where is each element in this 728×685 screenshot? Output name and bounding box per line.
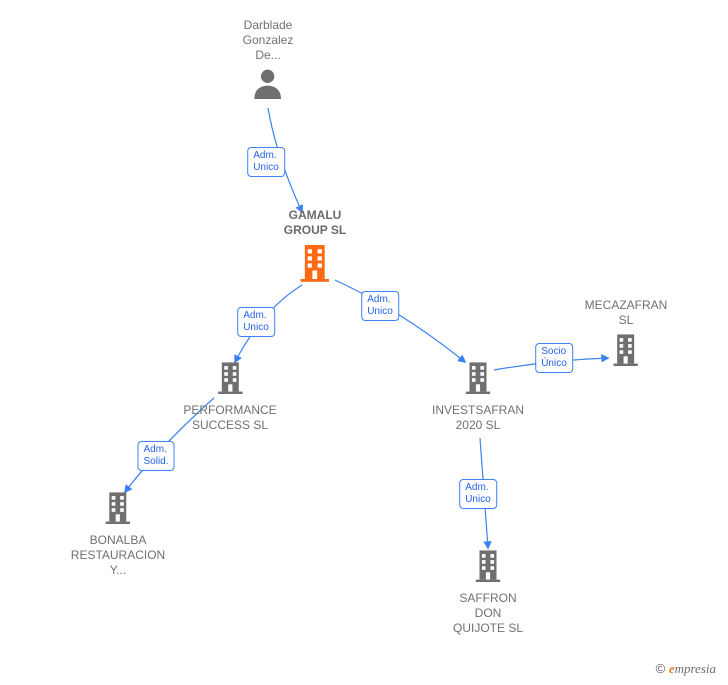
building-icon-holder (432, 360, 524, 399)
node-bonalba[interactable]: BONALBA RESTAURACION Y... (71, 490, 165, 578)
building-icon (463, 360, 493, 394)
building-icon (611, 332, 641, 366)
node-label: Darblade Gonzalez De... (243, 18, 294, 63)
edge-gamalu-investsafran (335, 280, 465, 362)
edge-label-text: Adm. Unico (243, 310, 269, 333)
person-icon-holder (243, 67, 294, 104)
node-performance[interactable]: PERFORMANCE SUCCESS SL (183, 360, 276, 433)
node-saffron[interactable]: SAFFRON DON QUIJOTE SL (453, 548, 523, 636)
node-mecazafran[interactable]: MECAZAFRAN SL (585, 298, 668, 371)
node-label: SAFFRON DON QUIJOTE SL (453, 591, 523, 636)
node-darblade[interactable]: Darblade Gonzalez De... (243, 18, 294, 104)
brand-rest: mpresia (675, 661, 716, 676)
building-icon-holder (183, 360, 276, 399)
building-icon-holder (284, 242, 346, 287)
node-label: GAMALU GROUP SL (284, 208, 346, 238)
building-icon (215, 360, 245, 394)
edge-label-text: Adm. Solid. (143, 444, 168, 467)
node-label: BONALBA RESTAURACION Y... (71, 533, 165, 578)
building-icon-holder (71, 490, 165, 529)
edge-label-gamalu-performance: Adm. Unico (237, 307, 275, 337)
edge-label-text: Adm. Unico (367, 294, 393, 317)
edge-label-text: Adm. Unico (253, 150, 279, 173)
person-icon (252, 67, 284, 99)
node-gamalu[interactable]: GAMALU GROUP SL (284, 208, 346, 287)
edge-label-gamalu-investsafran: Adm. Unico (361, 291, 399, 321)
node-investsafran[interactable]: INVESTSAFRAN 2020 SL (432, 360, 524, 433)
node-label: INVESTSAFRAN 2020 SL (432, 403, 524, 433)
edge-label-investsafran-mecazafran: Socio Único (535, 343, 573, 373)
edge-label-text: Socio Único (541, 346, 567, 369)
building-icon-holder (453, 548, 523, 587)
copyright-symbol: © (656, 661, 666, 676)
node-label: MECAZAFRAN SL (585, 298, 668, 328)
edge-label-darblade-gamalu: Adm. Unico (247, 147, 285, 177)
node-label: PERFORMANCE SUCCESS SL (183, 403, 276, 433)
edge-label-performance-bonalba: Adm. Solid. (137, 441, 174, 471)
building-icon (103, 490, 133, 524)
edge-label-text: Adm. Unico (465, 482, 491, 505)
copyright-footer: © empresia (656, 661, 716, 677)
edge-label-investsafran-saffron: Adm. Unico (459, 479, 497, 509)
building-icon (298, 242, 332, 282)
building-icon (473, 548, 503, 582)
building-icon-holder (585, 332, 668, 371)
